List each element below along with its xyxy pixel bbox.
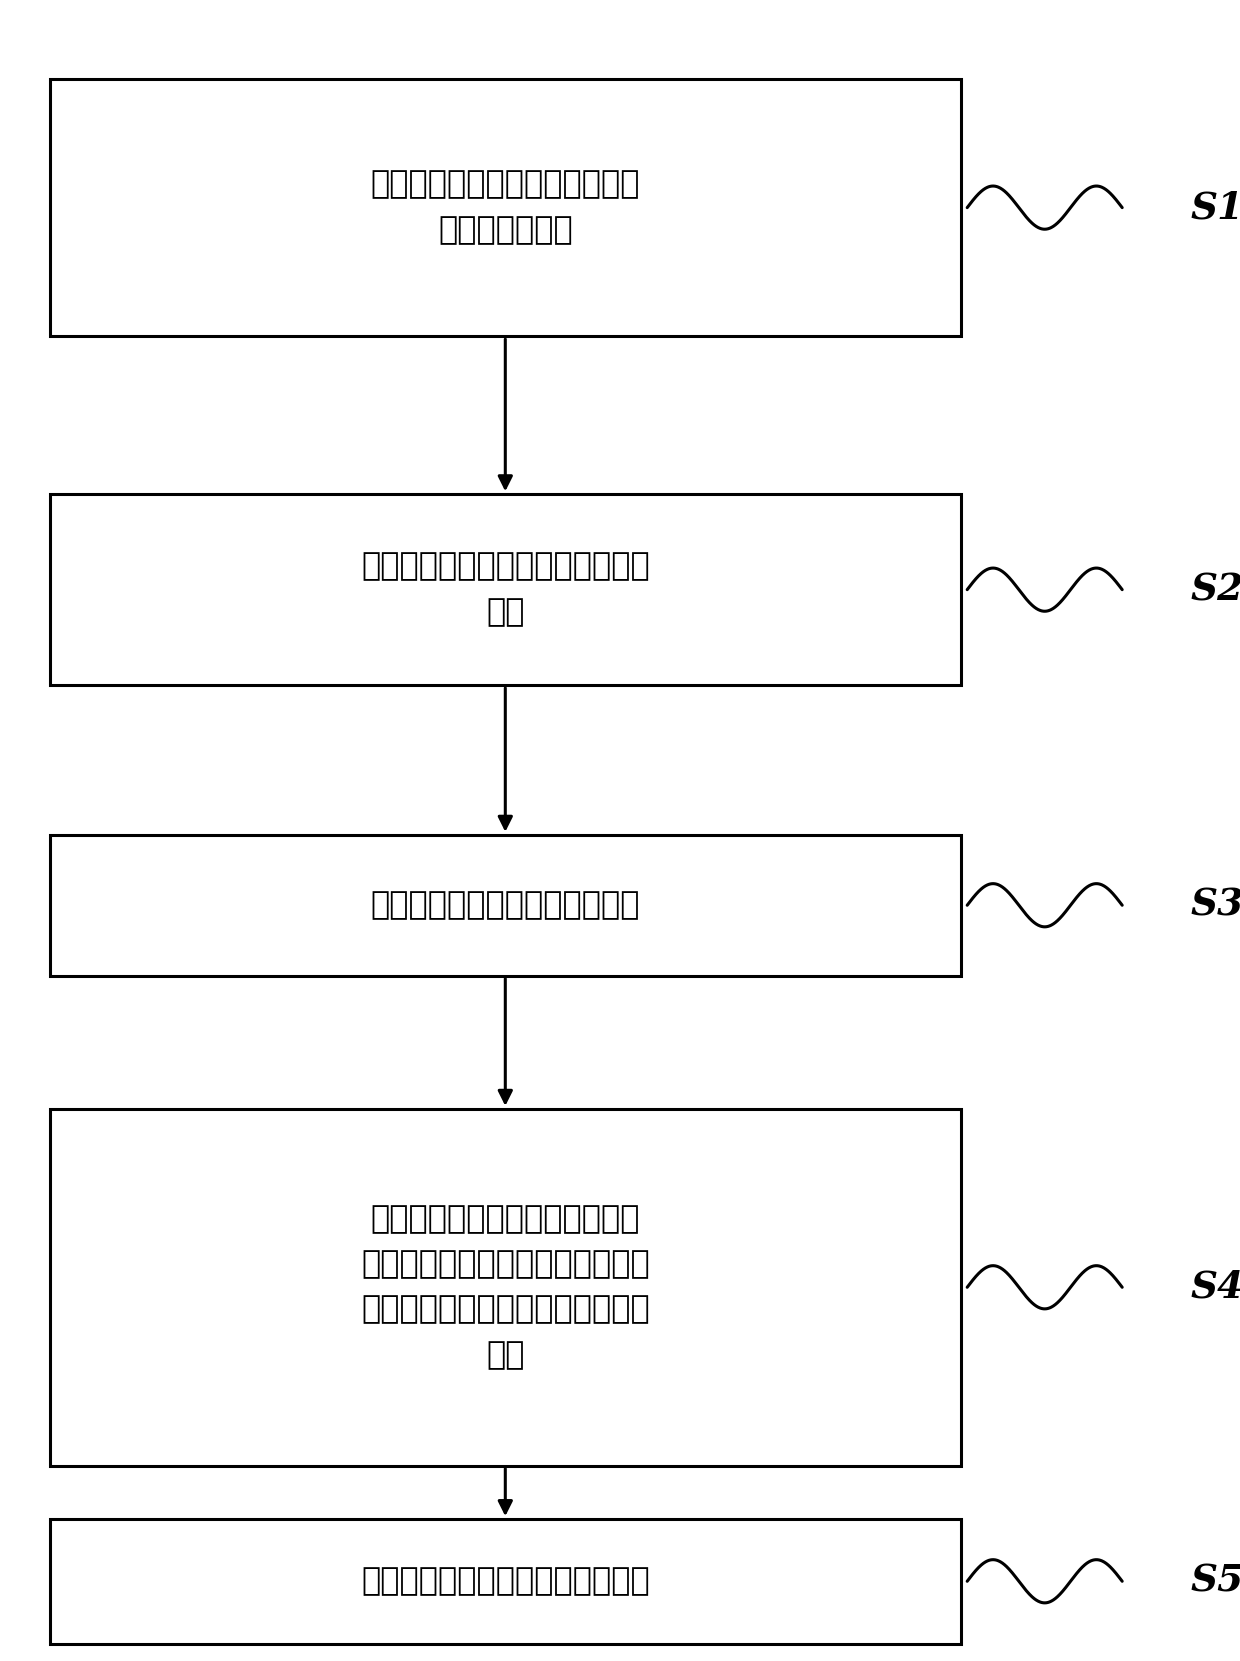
- Bar: [50, 78, 961, 336]
- Text: 确定结构分区上的非均布荷载取值
方法: 确定结构分区上的非均布荷载取值 方法: [361, 551, 650, 628]
- Text: 设置结构应力监测数据评估阈值: 设置结构应力监测数据评估阈值: [371, 890, 640, 920]
- Bar: [50, 1518, 961, 1644]
- Bar: [50, 834, 961, 975]
- Text: S5: S5: [1190, 1563, 1240, 1600]
- Text: S2: S2: [1190, 571, 1240, 608]
- Bar: [50, 495, 961, 684]
- Bar: [50, 1110, 961, 1465]
- Text: S4: S4: [1190, 1269, 1240, 1306]
- Text: S1: S1: [1190, 189, 1240, 226]
- Text: 基于已有的检测数据，对结构进
行环境荷载分区: 基于已有的检测数据，对结构进 行环境荷载分区: [371, 169, 640, 246]
- Text: S3: S3: [1190, 887, 1240, 924]
- Text: 提取结构的应力响应数据进行评估: 提取结构的应力响应数据进行评估: [361, 1566, 650, 1596]
- Text: 结合已有的结构分区及分区荷载
值，运用有限元软件进行实际环境
荷载作用下结构应力场分布的模拟
分析: 结合已有的结构分区及分区荷载 值，运用有限元软件进行实际环境 荷载作用下结构应力…: [361, 1204, 650, 1370]
